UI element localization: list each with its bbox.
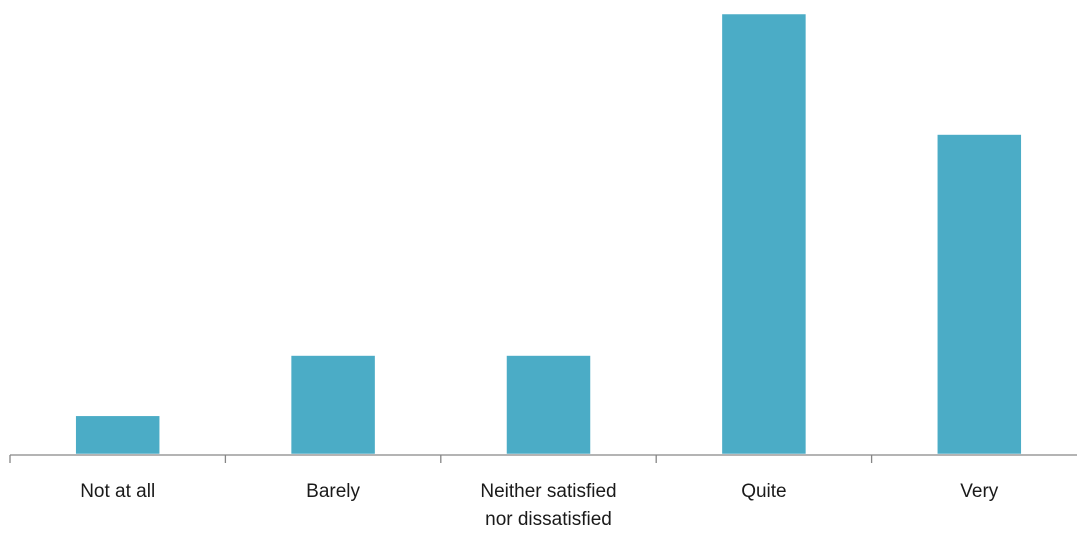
x-axis-tick-labels: Not at all Barely Neither satisfied nor dis…	[80, 481, 999, 530]
x-tick-label-line: nor dissatisfied	[485, 509, 612, 530]
x-axis-ticks	[9, 455, 873, 463]
x-tick-label-3: Quite	[741, 481, 786, 502]
bars-group	[73, 11, 1024, 457]
x-tick-label-line: Not at all	[80, 481, 155, 502]
x-tick-label-0: Not at all	[80, 481, 155, 502]
x-tick-label-line: Barely	[306, 481, 360, 502]
x-tick-label-1: Barely	[306, 481, 360, 502]
x-tick-label-line: Quite	[741, 481, 786, 502]
x-tick-label-2: Neither satisfied nor dissatisfied	[480, 481, 616, 530]
bar-2	[504, 353, 593, 457]
x-tick-label-4: Very	[960, 481, 999, 502]
bar-4	[935, 132, 1024, 457]
bar-1	[288, 353, 378, 457]
bar-0	[73, 413, 162, 457]
x-tick-label-line: Very	[960, 481, 999, 502]
x-tick-label-line: Neither satisfied	[480, 481, 616, 502]
bar-3	[719, 11, 809, 457]
